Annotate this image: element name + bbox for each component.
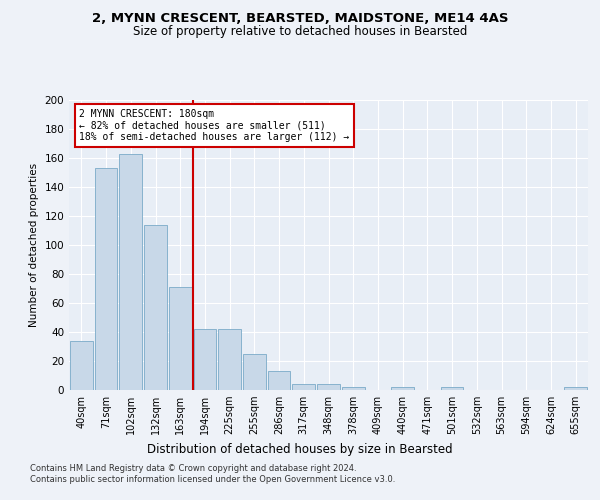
Bar bbox=[169, 287, 191, 390]
Bar bbox=[243, 354, 266, 390]
Bar bbox=[268, 371, 290, 390]
Text: Size of property relative to detached houses in Bearsted: Size of property relative to detached ho… bbox=[133, 25, 467, 38]
Bar bbox=[441, 387, 463, 390]
Y-axis label: Number of detached properties: Number of detached properties bbox=[29, 163, 39, 327]
Text: 2 MYNN CRESCENT: 180sqm
← 82% of detached houses are smaller (511)
18% of semi-d: 2 MYNN CRESCENT: 180sqm ← 82% of detache… bbox=[79, 108, 350, 142]
Text: 2, MYNN CRESCENT, BEARSTED, MAIDSTONE, ME14 4AS: 2, MYNN CRESCENT, BEARSTED, MAIDSTONE, M… bbox=[92, 12, 508, 26]
Bar bbox=[119, 154, 142, 390]
Bar bbox=[391, 387, 414, 390]
Bar bbox=[317, 384, 340, 390]
Bar bbox=[70, 340, 93, 390]
Bar bbox=[144, 224, 167, 390]
Bar bbox=[95, 168, 118, 390]
Text: Distribution of detached houses by size in Bearsted: Distribution of detached houses by size … bbox=[147, 442, 453, 456]
Bar bbox=[564, 387, 587, 390]
Text: Contains HM Land Registry data © Crown copyright and database right 2024.: Contains HM Land Registry data © Crown c… bbox=[30, 464, 356, 473]
Bar bbox=[218, 329, 241, 390]
Bar bbox=[292, 384, 315, 390]
Bar bbox=[194, 329, 216, 390]
Text: Contains public sector information licensed under the Open Government Licence v3: Contains public sector information licen… bbox=[30, 475, 395, 484]
Bar bbox=[342, 387, 365, 390]
